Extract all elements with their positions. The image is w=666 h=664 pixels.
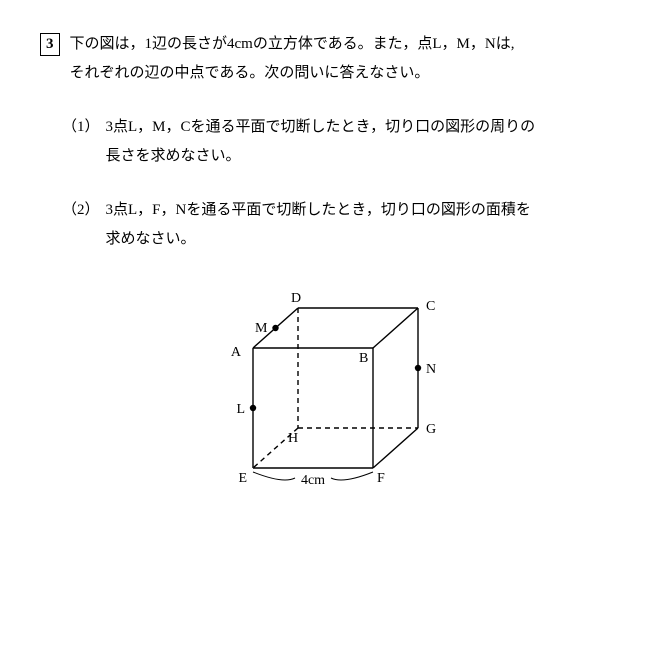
sub1-text: 3点L，M，Cを通る平面で切断したとき，切り口の図形の周りの 長さを求めなさい。 bbox=[106, 113, 626, 170]
sub2-line2: 求めなさい。 bbox=[106, 231, 196, 247]
svg-text:F: F bbox=[377, 471, 385, 486]
svg-text:B: B bbox=[359, 351, 368, 366]
svg-text:E: E bbox=[238, 471, 247, 486]
svg-text:H: H bbox=[288, 431, 298, 446]
intro-line2: それぞれの辺の中点である。次の問いに答えなさい。 bbox=[70, 65, 430, 81]
svg-text:G: G bbox=[426, 422, 436, 437]
svg-text:A: A bbox=[231, 345, 242, 360]
sub2-line1: 3点L，F，Nを通る平面で切断したとき，切り口の図形の面積を bbox=[106, 202, 531, 218]
sub1-label: （1） bbox=[62, 113, 100, 170]
sub2-text: 3点L，F，Nを通る平面で切断したとき，切り口の図形の面積を 求めなさい。 bbox=[106, 196, 626, 253]
sub1-line1: 3点L，M，Cを通る平面で切断したとき，切り口の図形の周りの bbox=[106, 119, 536, 135]
svg-text:D: D bbox=[291, 291, 301, 306]
svg-text:L: L bbox=[236, 402, 245, 417]
sub1-line2: 長さを求めなさい。 bbox=[106, 148, 241, 164]
intro-line1: 下の図は，1辺の長さが4cmの立方体である。また，点L，M，Nは, bbox=[70, 36, 515, 52]
svg-text:4cm: 4cm bbox=[301, 473, 325, 488]
cube-figure: D C A B E F G H M L N 4cm bbox=[40, 283, 626, 524]
cube-diagram: D C A B E F G H M L N 4cm bbox=[183, 283, 483, 513]
problem-number: 3 bbox=[40, 33, 60, 56]
svg-text:C: C bbox=[426, 299, 435, 314]
problem-header: 3 下の図は，1辺の長さが4cmの立方体である。また，点L，M，Nは, それぞれ… bbox=[40, 30, 626, 87]
sub-problem-1: （1） 3点L，M，Cを通る平面で切断したとき，切り口の図形の周りの 長さを求め… bbox=[40, 113, 626, 170]
svg-text:M: M bbox=[255, 321, 268, 336]
sub-problem-2: （2） 3点L，F，Nを通る平面で切断したとき，切り口の図形の面積を 求めなさい… bbox=[40, 196, 626, 253]
sub2-label: （2） bbox=[62, 196, 100, 253]
svg-text:N: N bbox=[426, 362, 436, 377]
problem-intro: 下の図は，1辺の長さが4cmの立方体である。また，点L，M，Nは, それぞれの辺… bbox=[70, 30, 627, 87]
